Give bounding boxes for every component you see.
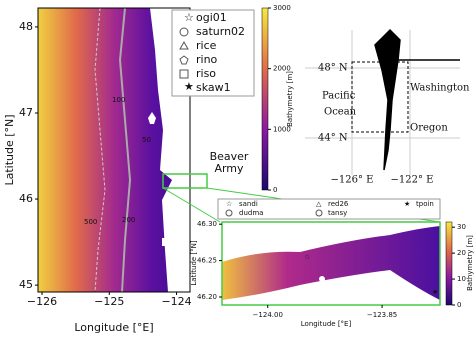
x-label: Longitude [°E] [301, 320, 352, 328]
svg-text:☆: ☆ [304, 253, 310, 261]
x-tick-label: −123.85 [367, 311, 397, 319]
region-label: Oregon [410, 123, 448, 134]
y-tick-label: 0 [273, 186, 277, 194]
y-tick-label: 46.30 [197, 220, 217, 228]
legend-label: ogi01 [196, 11, 227, 24]
svg-text:★: ★ [184, 80, 194, 93]
region-label: Washington [410, 83, 470, 94]
y-tick-label: 10 [457, 275, 466, 283]
contour-label: 50 [142, 136, 151, 144]
x-label: Longitude [°E] [74, 321, 153, 334]
legend-label: riso [196, 67, 216, 80]
colorbar [445, 221, 453, 306]
y-tick-label: 47 [19, 106, 33, 119]
y-tick-label: 1000 [273, 125, 291, 133]
connector [162, 187, 221, 223]
colorbar [261, 7, 269, 191]
region-label: Pacific [322, 91, 356, 102]
inset-legend: ☆ sandi △ red26 ★ tpoin dudma tansy [217, 198, 441, 220]
y-tick-label: 45 [19, 278, 33, 291]
lat-label: 48° N [318, 63, 348, 74]
y-tick-label: 48 [19, 20, 33, 33]
legend-label: dudma [239, 209, 263, 217]
y-tick-label: 30 [457, 223, 466, 231]
legend-label: saturn02 [196, 25, 245, 38]
inset: ☆ sandi △ red26 ★ tpoin dudma tansy ☆ ★ Bat… [190, 198, 474, 328]
legend-label: red26 [328, 200, 349, 208]
contour [118, 7, 132, 293]
axes-frame [37, 7, 191, 293]
contour [94, 7, 106, 293]
colorbar-label: Bathymetry [m] [466, 235, 474, 291]
x-tick-label: −126 [27, 295, 57, 308]
y-label: Latitude [°N] [190, 240, 198, 286]
lat-label: 44° N [318, 133, 348, 144]
contour-label: 500 [84, 218, 97, 226]
y-tick-label: 46.20 [197, 293, 217, 301]
legend-label: skaw1 [196, 81, 231, 94]
legend-label: rice [196, 39, 217, 52]
inset-frame [221, 221, 441, 306]
inset-box [162, 173, 208, 189]
legend: ☆ ★ ogi01 saturn02 rice rino riso skaw1 [171, 9, 255, 97]
estuary [222, 226, 440, 300]
y-tick-label: 2000 [273, 65, 291, 73]
y-tick-label: 3000 [273, 4, 291, 12]
contour-label: 200 [122, 216, 135, 224]
x-tick-label: −125 [94, 295, 124, 308]
svg-text:△: △ [316, 200, 322, 208]
region-label: Ocean [324, 107, 357, 118]
marker [162, 238, 170, 246]
legend-label: tpoin [416, 200, 434, 208]
legend-label: tansy [328, 209, 347, 217]
colorbar-label: Bathymetry [m] [286, 71, 294, 127]
y-tick-label: 46.25 [197, 257, 217, 265]
x-tick-label: −124.00 [253, 311, 283, 319]
svg-text:☆: ☆ [184, 11, 194, 24]
locator-map: 48° N 44° N −126° E −122° E Pacific Ocea… [305, 28, 470, 186]
legend-label: rino [196, 53, 218, 66]
lon-label: −126° E [331, 175, 374, 186]
y-label: Latitude [°N] [3, 114, 16, 185]
annotation: Army [214, 162, 244, 175]
y-tick-label: 20 [457, 249, 466, 257]
legend-label: sandi [239, 200, 258, 208]
contour-label: 100 [112, 96, 125, 104]
svg-text:★: ★ [404, 200, 410, 208]
annotation: Beaver [210, 150, 249, 163]
svg-text:★: ★ [432, 288, 438, 296]
y-tick-label: 0 [457, 301, 461, 309]
svg-text:☆: ☆ [226, 200, 232, 208]
marker [148, 112, 156, 124]
y-tick-label: 46 [19, 192, 33, 205]
lon-label: −122° E [391, 175, 434, 186]
x-tick-label: −124 [161, 295, 191, 308]
main-map: 100 50 200 500 Beaver Army ☆ ★ ogi01 sat… [3, 7, 441, 334]
